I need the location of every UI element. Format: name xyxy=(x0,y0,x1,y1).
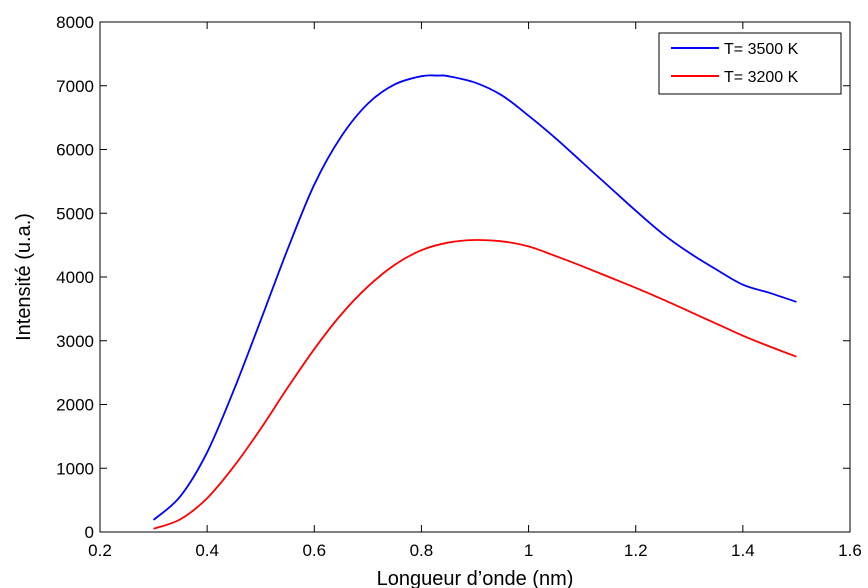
x-tick-label: 1 xyxy=(524,541,533,560)
legend: T= 3500 K T= 3200 K xyxy=(658,32,842,95)
y-axis-ticks: 0 1000 2000 3000 4000 5000 6000 7000 8000 xyxy=(56,13,850,542)
legend-label-3200: T= 3200 K xyxy=(724,69,799,86)
plot-area xyxy=(99,21,851,533)
y-tick-label: 3000 xyxy=(56,332,94,351)
y-tick-label: 7000 xyxy=(56,77,94,96)
x-tick-label: 0.8 xyxy=(410,541,434,560)
x-tick-label: 1.6 xyxy=(838,541,862,560)
y-tick-label: 0 xyxy=(85,523,94,542)
series-line-0 xyxy=(152,74,797,521)
y-axis-label: Intensité (u.a.) xyxy=(13,213,35,341)
x-tick-label: 1.4 xyxy=(731,541,755,560)
x-tick-label: 0.4 xyxy=(195,541,219,560)
series-line-1 xyxy=(153,239,797,530)
x-tick-label: 0.2 xyxy=(88,541,112,560)
x-axis-ticks: 0.2 0.4 0.6 0.8 1 1.2 1.4 1.6 xyxy=(88,22,862,560)
y-tick-label: 2000 xyxy=(56,396,94,415)
y-tick-label: 1000 xyxy=(56,459,94,478)
y-tick-label: 5000 xyxy=(56,204,94,223)
series-layer xyxy=(152,74,797,530)
x-tick-label: 1.2 xyxy=(624,541,648,560)
x-axis-label: Longueur d’onde (nm) xyxy=(377,568,574,588)
y-tick-label: 4000 xyxy=(56,268,94,287)
y-tick-label: 6000 xyxy=(56,141,94,160)
y-tick-label: 8000 xyxy=(56,13,94,32)
x-tick-label: 0.6 xyxy=(302,541,326,560)
legend-label-3500: T= 3500 K xyxy=(724,41,799,58)
legend-box xyxy=(658,32,842,95)
